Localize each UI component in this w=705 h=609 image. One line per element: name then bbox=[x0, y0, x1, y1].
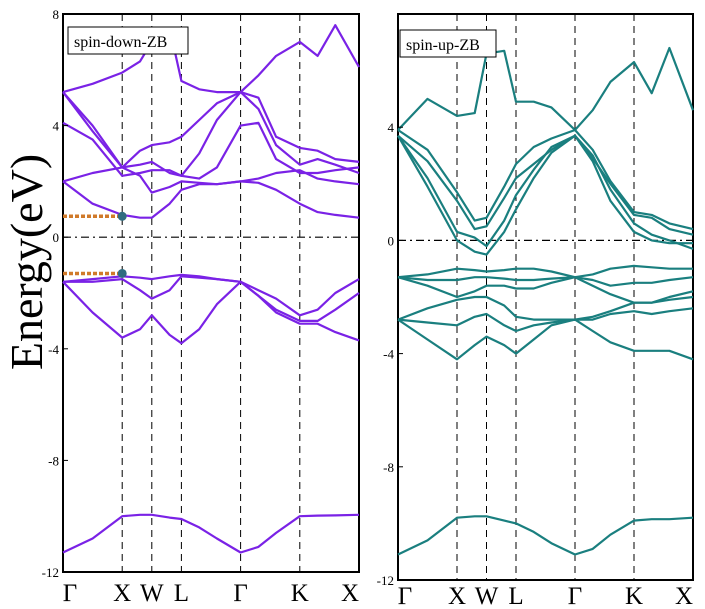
x-tick-label: Γ bbox=[233, 580, 247, 607]
band-line-9 bbox=[397, 134, 693, 256]
x-tick-label: K bbox=[291, 580, 309, 607]
y-tick-label: -4 bbox=[383, 347, 394, 362]
band-line-1 bbox=[62, 513, 360, 554]
band-edge-marker bbox=[117, 211, 127, 221]
x-tick-label: L bbox=[174, 580, 189, 607]
x-tick-label: Γ bbox=[63, 580, 77, 607]
y-tick-label: 8 bbox=[53, 7, 60, 22]
spin-down-symmetry-lines bbox=[121, 14, 301, 572]
x-tick-label: K bbox=[625, 583, 643, 609]
y-tick-label: 0 bbox=[53, 230, 60, 245]
spin-up-plot-frame bbox=[397, 13, 694, 581]
spin-down-title: spin-down-ZB bbox=[74, 34, 167, 51]
x-tick-label: L bbox=[508, 583, 523, 609]
y-tick-label: -8 bbox=[383, 460, 394, 475]
spin-up-y-ticks: 4 0 -4 -8 -12 bbox=[377, 13, 403, 588]
x-tick-label: Γ bbox=[568, 583, 582, 609]
y-tick-label: -4 bbox=[48, 342, 59, 357]
band-line-3 bbox=[63, 275, 360, 322]
spin-up-title-box bbox=[399, 29, 497, 58]
band-line-12 bbox=[397, 46, 695, 132]
band-line-10 bbox=[62, 24, 360, 94]
spin-down-plot-frame bbox=[62, 13, 360, 573]
band-line-7 bbox=[397, 318, 694, 361]
spin-down-title-box bbox=[67, 26, 189, 55]
x-tick-label: W bbox=[140, 580, 164, 607]
y-tick-label: -12 bbox=[42, 565, 59, 580]
band-line-7 bbox=[62, 121, 360, 180]
band-line-6 bbox=[397, 307, 694, 333]
band-line-8 bbox=[62, 90, 360, 177]
y-tick-label: -8 bbox=[48, 453, 59, 468]
band-line-9 bbox=[62, 90, 360, 169]
band-line-2 bbox=[397, 264, 693, 279]
y-tick-label: 0 bbox=[388, 233, 395, 248]
y-tick-label: -12 bbox=[377, 573, 394, 588]
band-line-3 bbox=[397, 276, 694, 287]
band-line-5 bbox=[397, 295, 694, 321]
spin-down-y-ticks: 8 4 0 -4 -8 -12 bbox=[42, 7, 68, 580]
spin-down-gap-markers bbox=[63, 211, 127, 278]
spin-up-bands bbox=[397, 46, 695, 556]
band-line-11 bbox=[397, 128, 694, 231]
band-line-6 bbox=[62, 166, 360, 194]
spin-down-bands bbox=[62, 24, 360, 554]
band-edge-marker bbox=[117, 268, 127, 278]
x-tick-label: X bbox=[113, 580, 131, 607]
spin-up-title: spin-up-ZB bbox=[406, 37, 480, 54]
y-axis-label: Energy(eV) bbox=[1, 154, 52, 370]
band-line-8 bbox=[397, 134, 694, 250]
band-line-1 bbox=[397, 515, 694, 556]
x-tick-label: Γ bbox=[398, 583, 412, 609]
band-line-4 bbox=[62, 280, 360, 345]
x-tick-label: X bbox=[675, 583, 693, 609]
y-tick-label: 4 bbox=[388, 120, 395, 135]
x-tick-label: X bbox=[341, 580, 359, 607]
x-tick-label: W bbox=[475, 583, 499, 609]
band-line-10 bbox=[397, 134, 694, 236]
x-tick-label: X bbox=[448, 583, 466, 609]
y-tick-label: 4 bbox=[53, 119, 60, 134]
